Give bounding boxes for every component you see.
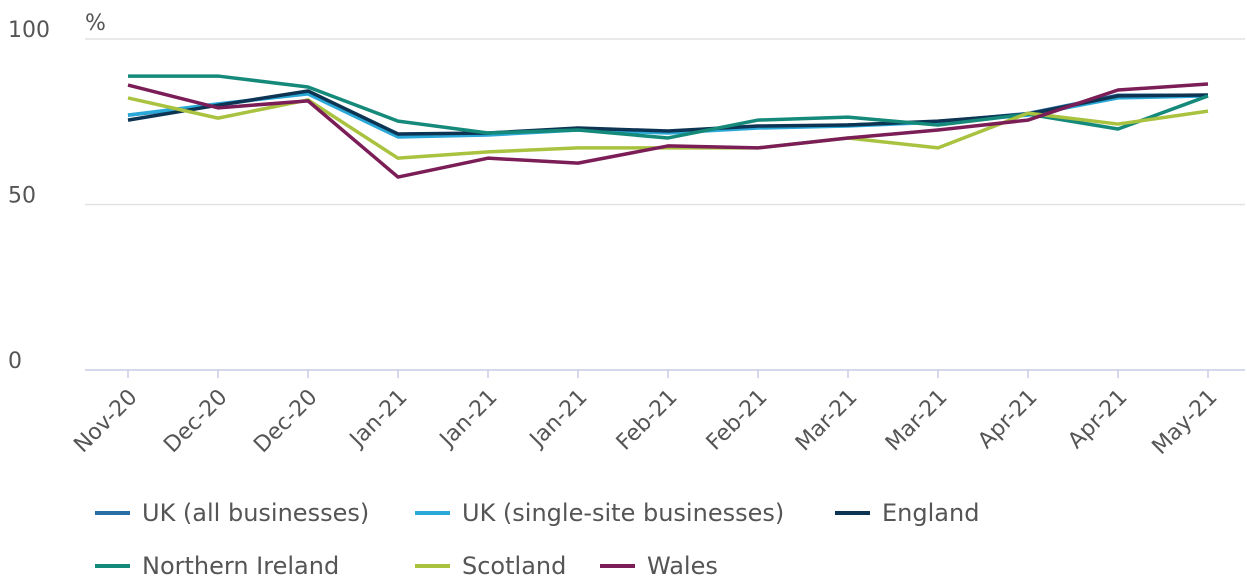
line — [127, 96, 1209, 160]
x-tick-label: Apr-21 — [973, 385, 1042, 454]
line — [127, 82, 1209, 179]
x-tick-label: Jan-21 — [344, 385, 412, 453]
x-tick-label: Feb-21 — [702, 385, 773, 456]
legend-label: Scotland — [462, 552, 566, 580]
y-tick-label: 100 — [8, 18, 50, 43]
x-tick-label: May-21 — [1148, 385, 1223, 460]
legend-label: England — [882, 499, 979, 527]
x-tick-label: Apr-21 — [1063, 385, 1132, 454]
x-tick-label: Dec-20 — [249, 385, 322, 458]
x-tick-label: Jan-21 — [524, 385, 592, 453]
legend-label: UK (single-site businesses) — [462, 499, 784, 527]
y-axis-label: % — [85, 11, 106, 36]
legend-label: Northern Ireland — [142, 552, 339, 580]
line — [128, 74, 1209, 140]
x-tick-label: Mar-21 — [881, 385, 952, 456]
x-tick-label: Nov-20 — [69, 385, 142, 458]
x-tick-label: Feb-21 — [612, 385, 683, 456]
x-tick-label: Jan-21 — [434, 385, 502, 453]
y-tick-label: 50 — [8, 184, 36, 209]
y-tick-label: 0 — [8, 349, 22, 374]
x-tick-label: Mar-21 — [791, 385, 862, 456]
x-tick-label: Dec-20 — [159, 385, 232, 458]
legend-label: UK (all businesses) — [142, 499, 369, 527]
legend-label: Wales — [647, 552, 718, 580]
